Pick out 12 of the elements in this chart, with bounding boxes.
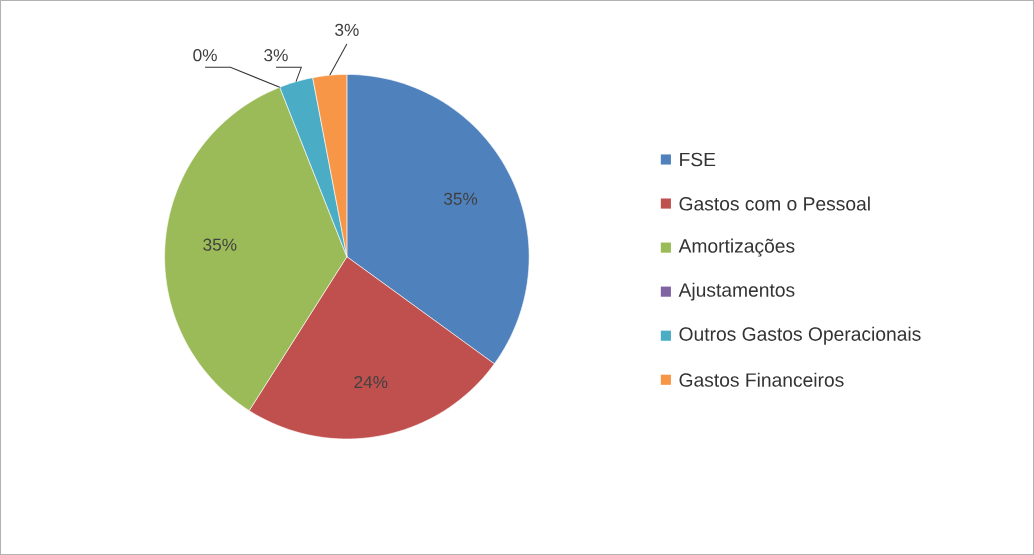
data-label: 3% <box>264 49 288 62</box>
legend-label: Outros Gastos Operacionais <box>679 326 921 345</box>
data-label: 35% <box>203 238 237 251</box>
text: 0% <box>193 49 217 62</box>
legend-label: Amortizações <box>678 238 795 257</box>
legend-label: Ajustamentos <box>678 282 795 301</box>
data-label: 35% <box>443 192 478 205</box>
legend-label: FSE <box>680 152 716 167</box>
data-label: 24% <box>354 376 388 389</box>
legend-label: Gastos com o Pessoal <box>679 196 870 211</box>
data-label: 3% <box>335 23 359 36</box>
legend-label: Gastos Financeiros <box>679 372 844 387</box>
